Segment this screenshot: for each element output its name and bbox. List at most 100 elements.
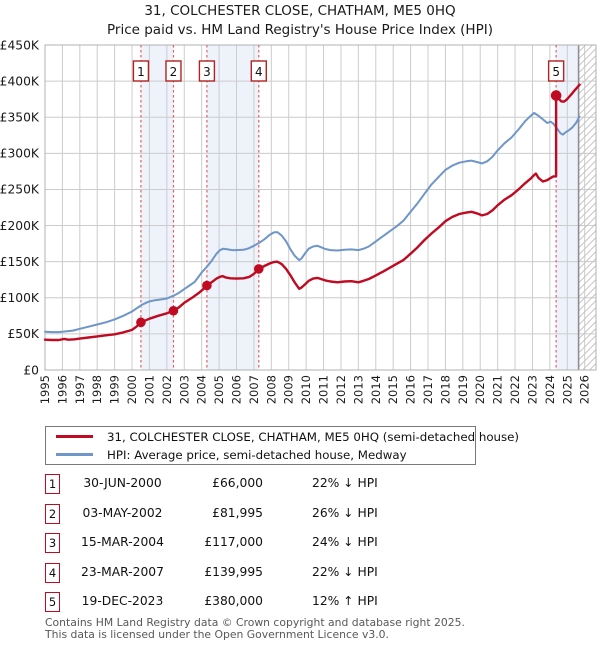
future-hatch-region xyxy=(578,45,596,370)
page-title: 31, COLCHESTER CLOSE, CHATHAM, ME5 0HQ xyxy=(144,3,456,19)
sales-table: 1 30-JUN-2000 £66,000 22% ↓ HPI 2 03-MAY… xyxy=(45,472,545,620)
y-axis-label: £0 xyxy=(23,363,39,377)
hpi-line-swatch xyxy=(56,453,93,456)
x-axis-label: 2024 xyxy=(543,375,557,404)
x-axis-label: 2006 xyxy=(230,375,244,404)
x-axis-label: 1997 xyxy=(73,375,87,404)
x-axis-label: 2007 xyxy=(247,375,261,404)
x-axis-label: 2012 xyxy=(334,375,348,404)
x-axis-label: 2005 xyxy=(212,375,226,404)
x-axis-label: 2017 xyxy=(421,375,435,404)
chart-legend: 31, COLCHESTER CLOSE, CHATHAM, ME5 0HQ (… xyxy=(45,426,519,465)
sale-point-dot xyxy=(550,90,562,101)
sale-marker-box xyxy=(250,60,267,82)
x-axis-label: 2019 xyxy=(456,375,470,404)
x-axis-label: 1995 xyxy=(38,375,52,404)
sale-price: £81,995 xyxy=(212,505,263,520)
sale-point-dot xyxy=(253,264,264,274)
x-axis-label: 2000 xyxy=(125,375,139,404)
sale-marker-number: 2 xyxy=(170,65,178,79)
sale-marker-number: 5 xyxy=(552,65,560,79)
sale-marker-box xyxy=(165,60,182,82)
sale-date: 03-MAY-2002 xyxy=(82,505,163,520)
legend-label: HPI: Average price, semi-detached house,… xyxy=(107,447,407,462)
x-axis-label: 2009 xyxy=(282,375,296,404)
sale-point-dot xyxy=(168,305,179,316)
sale-marker-number: 3 xyxy=(203,65,211,79)
sale-date: 19-DEC-2023 xyxy=(81,594,164,608)
x-axis-label: 2022 xyxy=(508,375,522,404)
x-axis-label: 2014 xyxy=(369,375,383,404)
gridlines xyxy=(44,44,596,371)
y-axis-label: £300K xyxy=(0,147,40,161)
row-number-badge: 2 xyxy=(45,503,60,524)
x-axis-label: 2023 xyxy=(525,375,539,404)
sale-marker-number: 1 xyxy=(137,65,145,79)
highlight-band xyxy=(206,45,259,370)
x-axis-label: 2016 xyxy=(404,375,418,404)
x-axis-label: 1998 xyxy=(90,375,104,404)
footer-line: This data is licensed under the Open Gov… xyxy=(45,627,389,641)
footer-line: Contains HM Land Registry data © Crown c… xyxy=(45,616,465,629)
y-axis-label: £50K xyxy=(7,327,39,341)
sale-hpi-delta: 24% ↓ HPI xyxy=(312,535,378,549)
sale-marker-box xyxy=(132,60,150,82)
sale-point-dot xyxy=(202,280,212,291)
sale-marker-box xyxy=(547,60,565,82)
x-axis-label: 2011 xyxy=(317,375,331,404)
legend-item-hpi: HPI: Average price, semi-detached house,… xyxy=(46,446,475,464)
y-axis-label: £350K xyxy=(0,111,40,125)
x-axis-label: 2010 xyxy=(299,375,313,404)
x-axis-label: 2020 xyxy=(473,375,487,404)
x-axis-label: 2013 xyxy=(351,375,365,404)
sale-hpi-delta: 12% ↑ HPI xyxy=(312,594,378,608)
license-footer: Contains HM Land Registry data © Crown c… xyxy=(45,617,465,640)
x-axis-label: 2002 xyxy=(160,375,174,404)
sale-date: 23-MAR-2007 xyxy=(81,564,164,579)
y-axis-label: £400K xyxy=(0,74,40,88)
row-number-badge: 5 xyxy=(45,592,60,612)
y-axis-label: £450K xyxy=(0,38,40,52)
x-axis-label: 2018 xyxy=(438,375,452,404)
price-hpi-chart: 1 2 3 4 5 £0 £50K £100K £150K £200K £250K £300K £350… xyxy=(0,38,597,404)
y-axis-label: £200K xyxy=(0,219,40,233)
row-number-badge: 1 xyxy=(45,474,60,494)
sale-marker-number: 4 xyxy=(255,65,263,79)
x-axis-label: 1996 xyxy=(55,375,69,404)
row-number-badge: 4 xyxy=(45,562,60,583)
y-axis-label: £100K xyxy=(0,291,40,305)
sale-hpi-delta: 26% ↓ HPI xyxy=(312,505,378,520)
hpi-line xyxy=(44,111,581,334)
price-paid-line xyxy=(43,83,581,342)
sale-marker-box xyxy=(198,60,216,82)
table-row: 4 23-MAR-2007 £139,995 22% ↓ HPI xyxy=(45,561,545,591)
sale-date: 15-MAR-2004 xyxy=(81,535,164,549)
x-axis-label: 2003 xyxy=(177,375,191,404)
sale-price: £380,000 xyxy=(204,594,263,608)
x-axis-label: 2025 xyxy=(560,375,574,404)
table-row: 5 19-DEC-2023 £380,000 12% ↑ HPI xyxy=(45,590,545,620)
x-axis-label: 2026 xyxy=(578,375,592,404)
table-row: 1 30-JUN-2000 £66,000 22% ↓ HPI xyxy=(45,472,545,502)
table-row: 2 03-MAY-2002 £81,995 26% ↓ HPI xyxy=(45,502,545,532)
x-axis-label: 2021 xyxy=(491,375,505,404)
sale-price: £139,995 xyxy=(204,564,263,579)
sale-hpi-delta: 22% ↓ HPI xyxy=(312,476,378,490)
plot-border xyxy=(44,44,597,371)
sale-point-dot xyxy=(136,317,146,328)
legend-item-price-paid: 31, COLCHESTER CLOSE, CHATHAM, ME5 0HQ (… xyxy=(46,428,519,446)
y-axis-label: £150K xyxy=(0,255,40,269)
x-axis-label: 2008 xyxy=(264,375,278,404)
x-axis-label: 2004 xyxy=(195,375,209,404)
sale-date: 30-JUN-2000 xyxy=(83,476,162,490)
sale-price: £66,000 xyxy=(212,476,263,490)
table-row: 3 15-MAR-2004 £117,000 24% ↓ HPI xyxy=(45,531,545,561)
row-number-badge: 3 xyxy=(45,533,60,553)
y-axis-label: £250K xyxy=(0,183,40,197)
sale-hpi-delta: 22% ↓ HPI xyxy=(312,564,378,579)
price-paid-line-swatch xyxy=(56,435,93,438)
x-axis-label: 2001 xyxy=(142,375,156,404)
x-axis-label: 1999 xyxy=(108,375,122,404)
page-subtitle: Price paid vs. HM Land Registry's House … xyxy=(107,22,493,38)
